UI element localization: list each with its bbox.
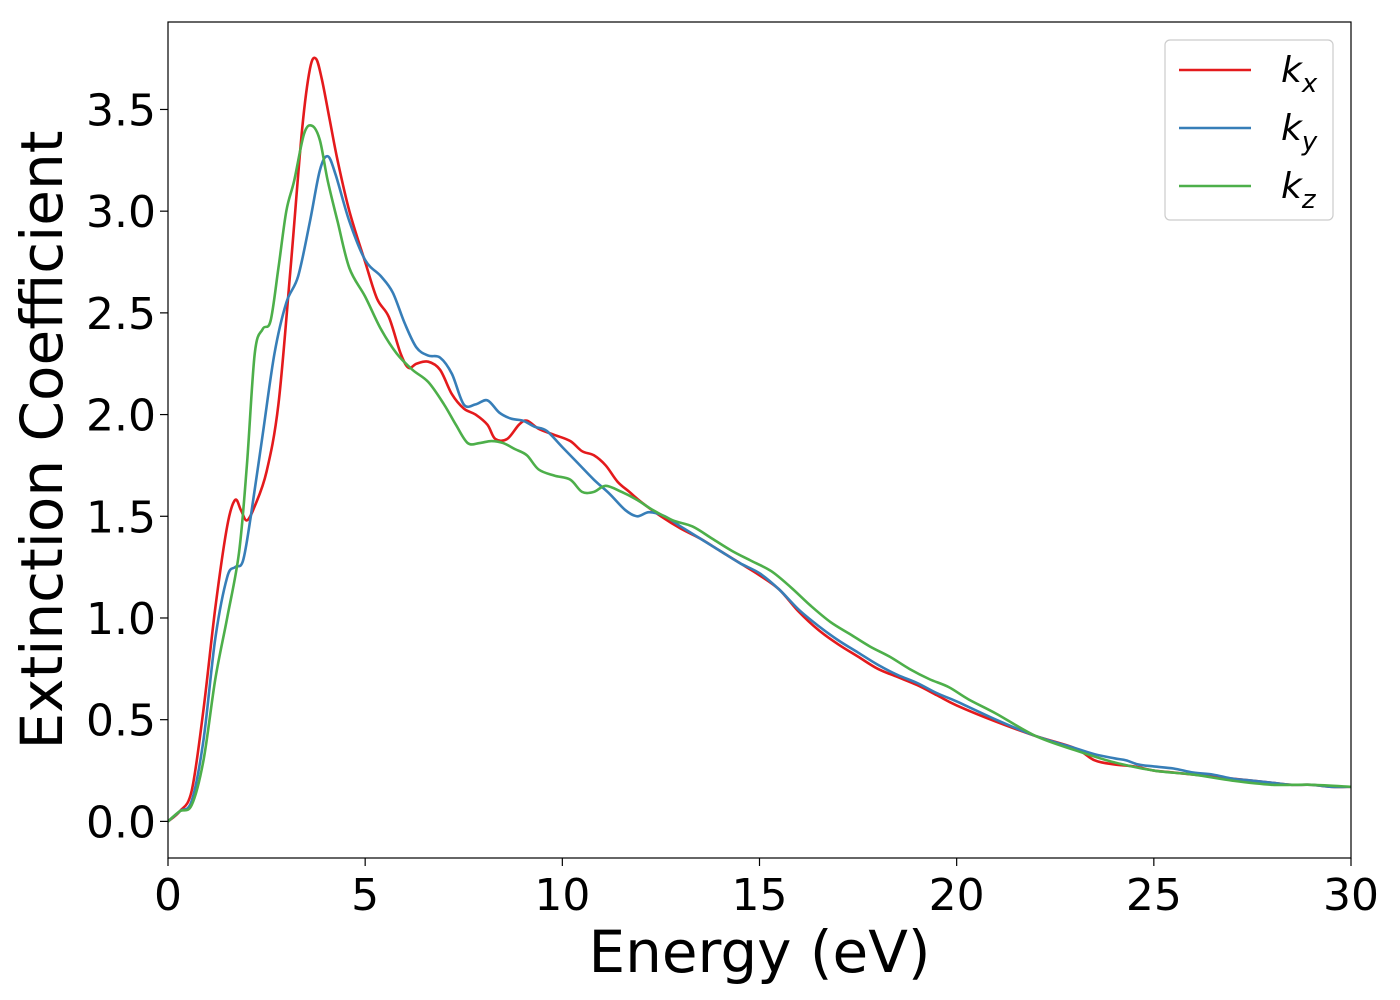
y-tick-label: 2.0 — [86, 391, 156, 442]
legend-label-main: k — [1281, 166, 1304, 207]
y-tick-label: 1.0 — [86, 594, 156, 645]
legend-label-main: k — [1281, 108, 1304, 149]
series-line-x — [168, 56, 1351, 823]
y-axis-ticks: 0.0 0.5 1.0 1.5 2.0 2.5 3.0 3.5 — [86, 85, 168, 848]
legend-label-main: k — [1281, 50, 1304, 91]
x-tick-label: 15 — [732, 870, 788, 921]
legend-box — [1164, 39, 1334, 221]
legend-label-subscript: y — [1301, 127, 1318, 157]
y-tick-label: 2.5 — [86, 289, 156, 340]
y-tick-label: 3.5 — [86, 85, 156, 136]
legend-label-x: kx — [1281, 50, 1318, 99]
legend-label-z: kz — [1281, 166, 1317, 215]
x-tick-label: 0 — [154, 870, 182, 921]
x-tick-label: 20 — [929, 870, 985, 921]
y-tick-label: 0.0 — [86, 797, 156, 848]
x-tick-label: 10 — [534, 870, 590, 921]
y-tick-label: 0.5 — [86, 696, 156, 747]
x-tick-label: 25 — [1126, 870, 1182, 921]
x-axis-title: Energy (eV) — [588, 918, 930, 986]
legend-label-subscript: z — [1301, 185, 1317, 215]
series-line-z — [168, 124, 1351, 823]
series-layer — [168, 56, 1351, 823]
x-tick-label: 30 — [1323, 870, 1379, 921]
legend-label-subscript: x — [1301, 69, 1318, 99]
x-axis-ticks: 0 5 10 15 20 25 30 — [154, 858, 1379, 921]
series-line-y — [168, 154, 1351, 823]
y-tick-label: 1.5 — [86, 492, 156, 543]
x-tick-label: 5 — [351, 870, 379, 921]
y-axis-title: Extinction Coefficient — [8, 131, 76, 750]
legend-label-y: ky — [1281, 108, 1318, 157]
y-tick-label: 3.0 — [86, 187, 156, 238]
